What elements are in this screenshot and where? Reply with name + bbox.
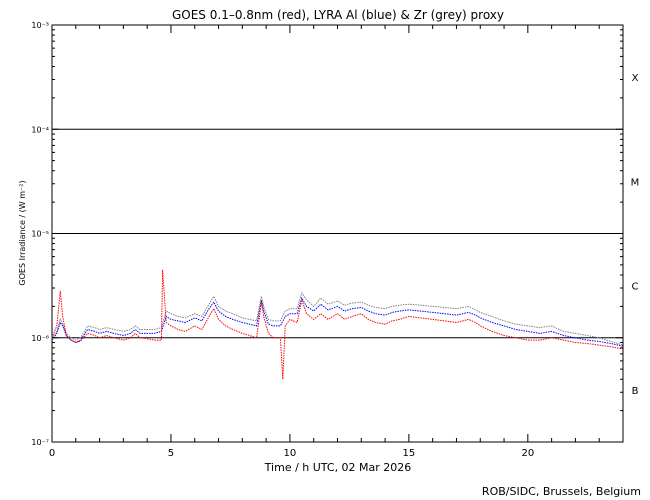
x-tick-label: 0	[49, 448, 55, 459]
flare-class-c: C	[632, 282, 639, 293]
y-tick-label: 10⁻⁵	[31, 230, 49, 239]
series-lyra-al	[51, 296, 624, 347]
x-tick-label: 20	[521, 448, 534, 459]
series-layer	[51, 269, 624, 380]
y-tick-label: 10⁻⁷	[31, 438, 49, 447]
y-tick-label: 10⁻⁶	[31, 334, 49, 343]
x-tick-label: 5	[168, 448, 174, 459]
x-axis-label: Time / h UTC, 02 Mar 2026	[264, 461, 412, 474]
y-tick-label: 10⁻³	[31, 21, 49, 30]
credit-text: ROB/SIDC, Brussels, Belgium	[482, 485, 641, 498]
flare-class-b: B	[632, 386, 639, 397]
flare-class-labels: X M C B	[631, 73, 640, 397]
y-tick-label: 10⁻⁴	[31, 125, 49, 134]
series-goes	[51, 269, 624, 380]
y-axis-label: GOES Irradiance / (W m⁻²)	[18, 180, 27, 285]
chart-title: GOES 0.1–0.8nm (red), LYRA Al (blue) & Z…	[172, 8, 504, 22]
x-axis: 0 5 10 15 20	[49, 25, 624, 459]
flare-class-lines	[52, 128, 623, 339]
flare-class-m: M	[631, 177, 640, 188]
flare-class-x: X	[632, 73, 639, 84]
x-tick-label: 15	[403, 448, 416, 459]
x-tick-label: 10	[284, 448, 297, 459]
